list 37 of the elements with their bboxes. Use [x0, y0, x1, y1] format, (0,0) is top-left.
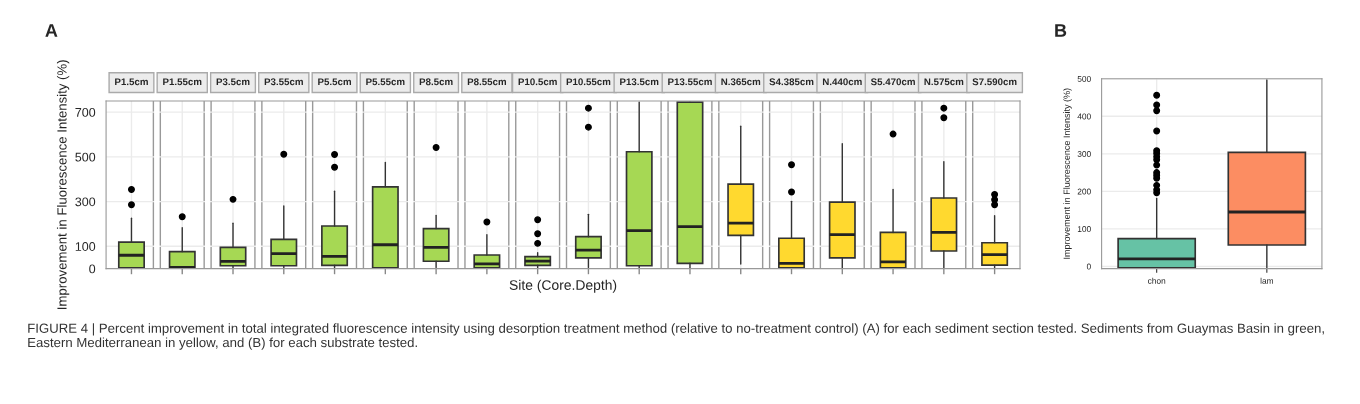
y-tick-label: 200 — [1077, 188, 1091, 195]
y-tick-label: 0 — [89, 264, 96, 274]
y-tick-label: 300 — [1077, 151, 1091, 157]
x-tick-label: P13.55cm — [668, 78, 712, 86]
y-axis-title: Improvement in Fluorescence Intensity (%) — [56, 60, 70, 309]
x-tick-label: P1.5cm — [115, 78, 148, 86]
x-tick-label: S7.590cm — [972, 78, 1017, 86]
y-tick-label: 100 — [1077, 226, 1091, 232]
chart-title: B — [1055, 24, 1067, 37]
x-tick-label: chon — [1148, 277, 1166, 284]
x-tick-label: P5.55cm — [366, 78, 405, 86]
x-tick-label: P5.5cm — [318, 78, 351, 86]
y-tick-label: 400 — [1077, 113, 1091, 120]
y-tick-label: 0 — [1086, 263, 1091, 270]
x-tick-label: P8.55cm — [467, 78, 507, 86]
x-tick-label: S4.385cm — [769, 78, 814, 86]
x-tick-label: S5.470cm — [870, 78, 915, 86]
x-axis-title: Site (Core.Depth) — [509, 279, 617, 293]
x-tick-label: P1.55cm — [163, 78, 202, 86]
caption: FIGURE 4 | Percent improvement in total integrated fluorescence intensity using desorption treatment method (relative to no-treatment control) (A) for each sediment section tested. Sediments from Guaymas Basin in green, Eastern Mediterranean in yellow, and (B) for each substrate tested. — [28, 323, 1324, 350]
y-tick-label: 300 — [75, 197, 96, 207]
x-tick-label: P10.55cm — [566, 78, 611, 86]
x-tick-label: N.575cm — [924, 78, 964, 86]
x-tick-label: N.365cm — [721, 78, 761, 86]
x-tick-label: P13.5cm — [620, 78, 659, 86]
y-tick-label: 500 — [75, 152, 96, 162]
x-tick-label: P3.5cm — [216, 78, 250, 86]
chart-title: A — [45, 24, 58, 37]
x-tick-label: P8.5cm — [419, 78, 453, 86]
x-tick-label: lam — [1260, 277, 1273, 284]
x-tick-label: N.440cm — [822, 78, 862, 86]
y-axis-title: Improvement in Fluorescence Intensity (%) — [1063, 88, 1072, 259]
y-tick-label: 500 — [1077, 75, 1091, 82]
x-tick-label: P10.5cm — [518, 78, 557, 86]
y-tick-label: 100 — [75, 242, 96, 251]
x-tick-label: P3.55cm — [264, 78, 303, 86]
y-tick-label: 700 — [75, 107, 96, 117]
